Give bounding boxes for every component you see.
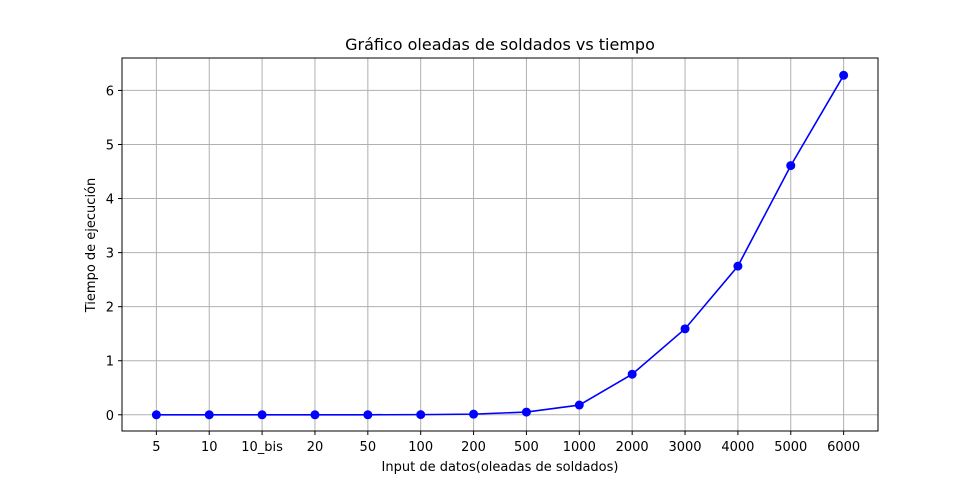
x-tick-label: 10_bis bbox=[241, 440, 283, 455]
data-point bbox=[257, 410, 267, 420]
data-point bbox=[151, 410, 161, 420]
x-tick-label: 4000 bbox=[721, 440, 754, 455]
x-tick-label: 50 bbox=[360, 440, 377, 455]
x-tick-label: 100 bbox=[408, 440, 433, 455]
data-point bbox=[416, 410, 426, 420]
x-tick-label: 200 bbox=[461, 440, 486, 455]
x-tick-label: 20 bbox=[307, 440, 324, 455]
data-point bbox=[521, 407, 531, 417]
y-tick-label: 6 bbox=[106, 84, 114, 99]
x-tick-label: 3000 bbox=[668, 440, 701, 455]
data-point bbox=[839, 70, 849, 80]
plot-frame bbox=[121, 57, 879, 432]
data-point bbox=[363, 410, 373, 420]
data-point bbox=[310, 410, 320, 420]
data-point bbox=[627, 369, 637, 379]
x-tick-label: 500 bbox=[514, 440, 539, 455]
data-point bbox=[733, 261, 743, 271]
data-point bbox=[680, 324, 690, 334]
y-tick-label: 2 bbox=[106, 301, 114, 316]
y-tick-label: 3 bbox=[106, 247, 114, 262]
chart-title: Gráfico oleadas de soldados vs tiempo bbox=[345, 35, 655, 54]
x-tick-label: 5 bbox=[152, 440, 160, 455]
x-tick-label: 1000 bbox=[563, 440, 596, 455]
x-tick-label: 2000 bbox=[616, 440, 649, 455]
series-line bbox=[156, 74, 845, 416]
data-points bbox=[151, 70, 849, 420]
series-line-group bbox=[156, 74, 845, 416]
y-tick-label: 5 bbox=[106, 138, 114, 153]
y-tick-label: 1 bbox=[106, 355, 114, 370]
data-point bbox=[469, 409, 479, 419]
y-tick-label: 4 bbox=[106, 193, 114, 208]
y-axis-ticks: 0 1 2 3 4 5 6 bbox=[106, 84, 122, 424]
data-point bbox=[204, 410, 214, 420]
x-axis-label: Input de datos(oleadas de soldados) bbox=[382, 460, 619, 475]
x-tick-label: 10 bbox=[201, 440, 218, 455]
data-point bbox=[574, 400, 584, 410]
data-point bbox=[786, 161, 796, 171]
x-tick-label: 5000 bbox=[774, 440, 807, 455]
y-axis-label: Tiempo de ejecución bbox=[84, 178, 99, 313]
y-tick-label: 0 bbox=[106, 409, 114, 424]
x-axis-ticks: 5 10 10_bis 20 50 100 200 500 1000 2000 3000 4000 50… bbox=[152, 431, 860, 455]
x-tick-label: 6000 bbox=[827, 440, 860, 455]
grid bbox=[122, 58, 878, 431]
